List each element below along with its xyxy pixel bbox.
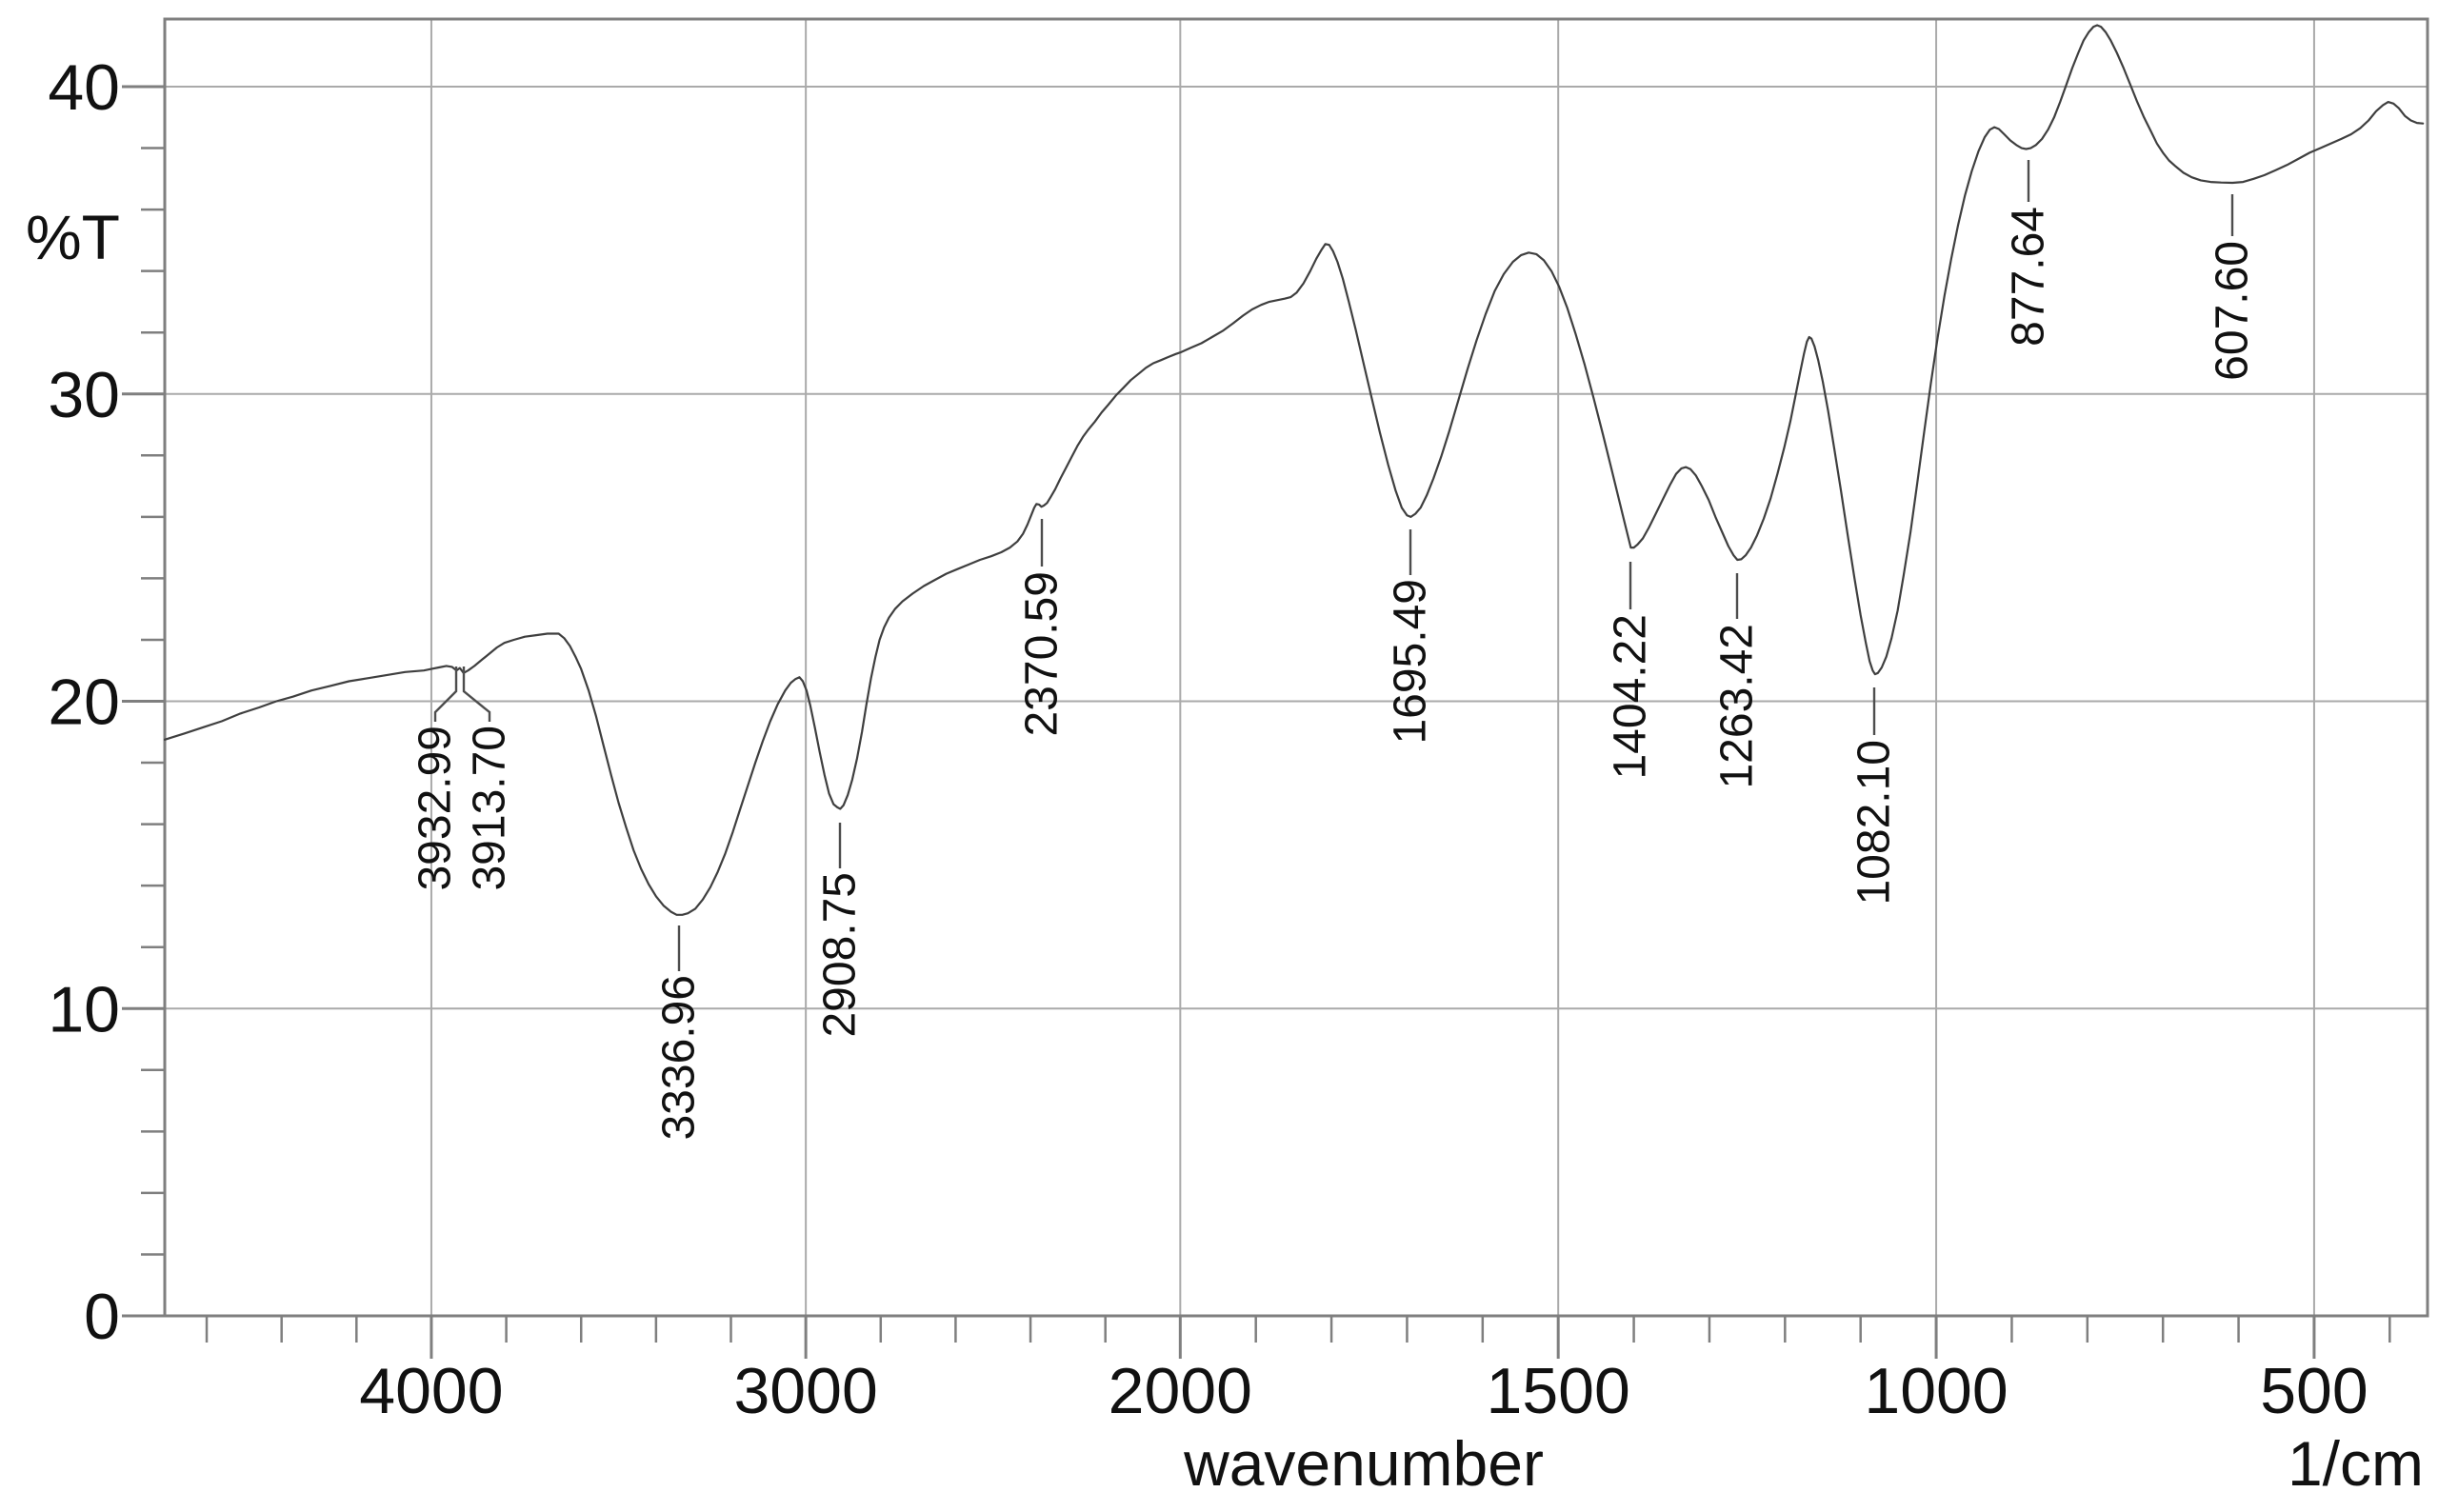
y-tick-label: 10 xyxy=(48,973,120,1045)
peak-label: 877.64 xyxy=(2004,207,2054,347)
x-axis-unit: 1/cm xyxy=(2288,1428,2424,1499)
axis-ticks xyxy=(122,85,2391,1359)
plot-border xyxy=(163,17,2429,1318)
peak-label: 1263.42 xyxy=(1712,624,1763,789)
x-tick-label: 1500 xyxy=(1487,1355,1630,1427)
x-tick-label: 4000 xyxy=(359,1355,503,1427)
y-tick-label: 30 xyxy=(48,359,120,431)
peak-label: 607.60 xyxy=(2208,241,2258,381)
peak-label: 2908.75 xyxy=(815,872,866,1038)
y-tick-label: 0 xyxy=(84,1281,120,1353)
x-tick-label: 2000 xyxy=(1109,1355,1252,1427)
gridlines xyxy=(165,19,2428,1316)
peak-label: 1695.49 xyxy=(1386,579,1436,745)
axis-tick-labels: 0 10 20 30 40 4000 3000 2000 1500 1000 500 xyxy=(48,51,2368,1427)
x-tick-label: 500 xyxy=(2260,1355,2368,1427)
peak-leader-line xyxy=(433,666,458,722)
peak-label: 2370.59 xyxy=(1017,571,1068,737)
peak-label: 1404.22 xyxy=(1606,614,1656,780)
spectrum-curve xyxy=(163,24,2425,916)
peak-label: 3932.99 xyxy=(410,726,461,891)
peak-leader-line xyxy=(462,666,491,722)
peak-label: 1082.10 xyxy=(1849,740,1900,905)
peak-label: 3336.96 xyxy=(654,975,705,1141)
peak-annotations: 3932.99 3913.70 3336.96 2908.75 2370.59 1695.… xyxy=(410,160,2258,1141)
y-tick-label: 20 xyxy=(48,666,120,739)
x-tick-label: 3000 xyxy=(733,1355,877,1427)
transmittance-curve xyxy=(163,24,2425,916)
x-tick-label: 1000 xyxy=(1864,1355,2008,1427)
x-axis-title: wavenumber xyxy=(1183,1428,1544,1499)
y-tick-label: 40 xyxy=(48,51,120,124)
peak-label: 3913.70 xyxy=(465,726,515,891)
y-axis-title: %T xyxy=(26,202,120,272)
